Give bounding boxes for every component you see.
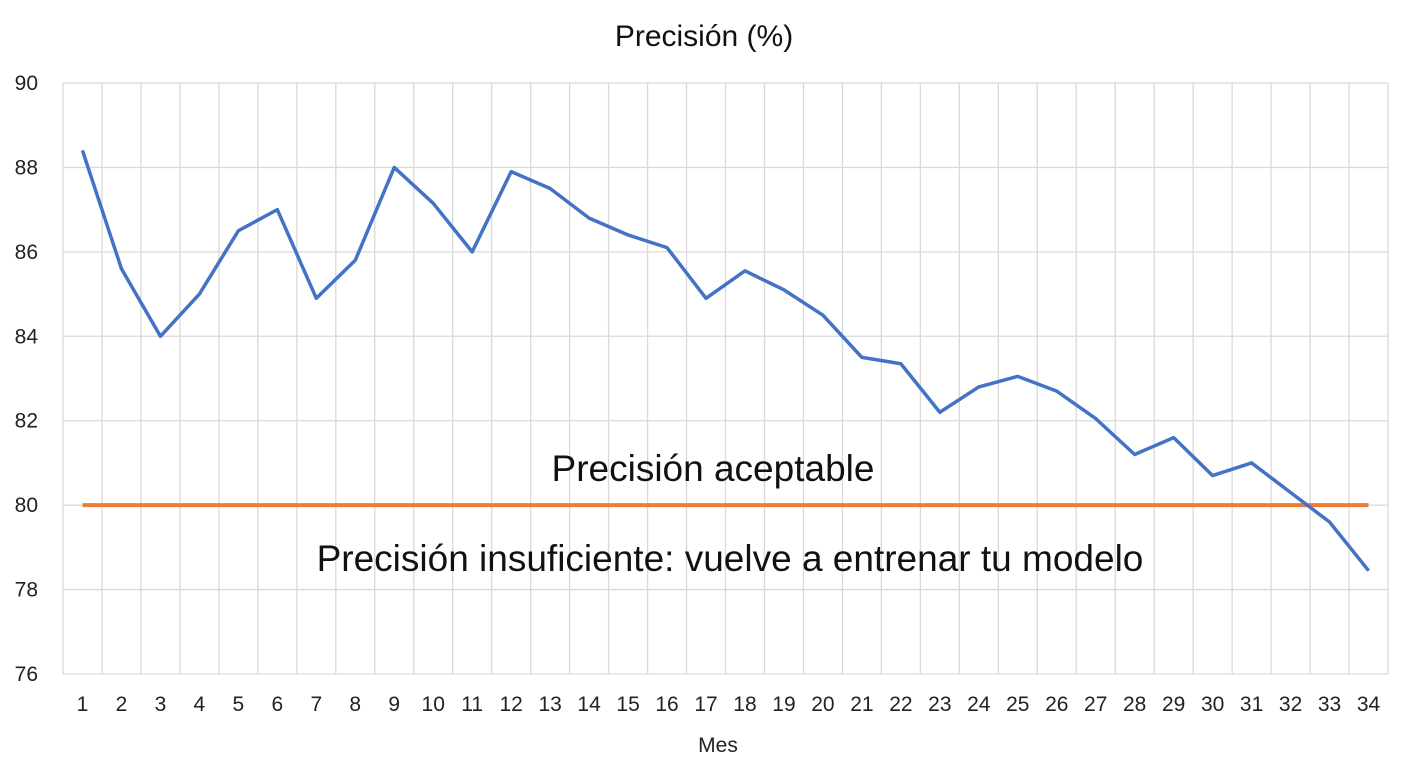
data-point bbox=[198, 293, 200, 295]
x-tick-label: 34 bbox=[1357, 693, 1381, 716]
x-tick-label: 30 bbox=[1201, 693, 1224, 716]
annotation-acceptable: Precisión aceptable bbox=[552, 448, 875, 489]
data-point bbox=[549, 188, 551, 190]
y-tick-label: 76 bbox=[15, 663, 38, 686]
data-point bbox=[315, 297, 317, 299]
y-tick-label: 78 bbox=[15, 579, 38, 602]
x-axis: 1 2 3 4 5 6 7 8 9 10 11 12 13 14 15 16 17 18 19 20 21 22 23 24 2… bbox=[77, 693, 1381, 716]
data-point bbox=[978, 386, 980, 388]
y-tick-label: 80 bbox=[15, 494, 38, 517]
data-point bbox=[354, 259, 356, 261]
grid bbox=[62, 82, 1389, 675]
x-tick-label: 27 bbox=[1084, 693, 1107, 716]
x-tick-label: 8 bbox=[349, 693, 361, 716]
x-tick-label: 22 bbox=[889, 693, 912, 716]
x-tick-label: 23 bbox=[928, 693, 951, 716]
x-tick-label: 16 bbox=[655, 693, 678, 716]
x-tick-label: 29 bbox=[1162, 693, 1185, 716]
data-point bbox=[744, 270, 746, 272]
x-tick-label: 3 bbox=[155, 693, 167, 716]
data-point bbox=[666, 247, 668, 249]
data-point bbox=[627, 234, 629, 236]
x-tick-label: 33 bbox=[1318, 693, 1341, 716]
x-tick-label: 18 bbox=[733, 693, 756, 716]
data-point bbox=[1251, 462, 1253, 464]
data-point bbox=[900, 363, 902, 365]
x-tick-label: 7 bbox=[310, 693, 322, 716]
x-tick-label: 6 bbox=[271, 693, 283, 716]
y-tick-label: 84 bbox=[15, 325, 39, 348]
series-line bbox=[80, 149, 1370, 572]
data-point bbox=[1095, 418, 1097, 420]
data-point bbox=[783, 289, 785, 291]
y-tick-label: 90 bbox=[15, 72, 38, 95]
data-point bbox=[861, 356, 863, 358]
x-tick-label: 20 bbox=[811, 693, 834, 716]
data-point bbox=[120, 268, 122, 270]
data-point bbox=[1134, 453, 1136, 455]
chart-title: Precisión (%) bbox=[615, 20, 793, 53]
data-point bbox=[822, 314, 824, 316]
data-points bbox=[81, 150, 1370, 572]
data-point bbox=[1329, 521, 1331, 523]
x-tick-label: 26 bbox=[1045, 693, 1068, 716]
data-point bbox=[1056, 390, 1058, 392]
x-tick-label: 24 bbox=[967, 693, 991, 716]
data-point bbox=[705, 297, 707, 299]
x-tick-label: 28 bbox=[1123, 693, 1146, 716]
data-point bbox=[588, 217, 590, 219]
data-point bbox=[1368, 570, 1370, 572]
data-point bbox=[1017, 375, 1019, 377]
x-tick-label: 21 bbox=[850, 693, 873, 716]
data-point bbox=[1212, 475, 1214, 477]
x-tick-label: 10 bbox=[422, 693, 445, 716]
x-tick-label: 14 bbox=[577, 693, 601, 716]
x-tick-label: 25 bbox=[1006, 693, 1029, 716]
x-axis-label: Mes bbox=[698, 734, 738, 757]
x-tick-label: 5 bbox=[233, 693, 245, 716]
x-tick-label: 2 bbox=[116, 693, 128, 716]
x-tick-label: 13 bbox=[538, 693, 561, 716]
x-tick-label: 11 bbox=[461, 693, 483, 716]
x-tick-label: 32 bbox=[1279, 693, 1302, 716]
data-point bbox=[81, 150, 83, 152]
x-tick-label: 15 bbox=[616, 693, 639, 716]
data-point bbox=[1173, 437, 1175, 439]
y-tick-label: 88 bbox=[15, 156, 38, 179]
x-tick-label: 19 bbox=[772, 693, 795, 716]
annotation-insufficient: Precisión insuficiente: vuelve a entrena… bbox=[317, 538, 1144, 579]
data-point bbox=[159, 335, 161, 337]
data-point bbox=[276, 209, 278, 211]
data-point bbox=[432, 202, 434, 204]
x-tick-label: 17 bbox=[694, 693, 717, 716]
data-point bbox=[393, 166, 395, 168]
y-tick-label: 86 bbox=[15, 241, 38, 264]
data-point bbox=[237, 230, 239, 232]
x-tick-label: 4 bbox=[194, 693, 206, 716]
data-point bbox=[1290, 491, 1292, 493]
y-tick-label: 82 bbox=[15, 410, 38, 433]
x-tick-label: 1 bbox=[77, 693, 89, 716]
x-tick-label: 31 bbox=[1240, 693, 1263, 716]
data-point bbox=[471, 251, 473, 253]
data-point bbox=[510, 171, 512, 173]
data-point bbox=[939, 411, 941, 413]
x-tick-label: 12 bbox=[499, 693, 522, 716]
x-tick-label: 9 bbox=[388, 693, 400, 716]
y-axis: 76 78 80 82 84 86 88 90 bbox=[15, 72, 39, 686]
